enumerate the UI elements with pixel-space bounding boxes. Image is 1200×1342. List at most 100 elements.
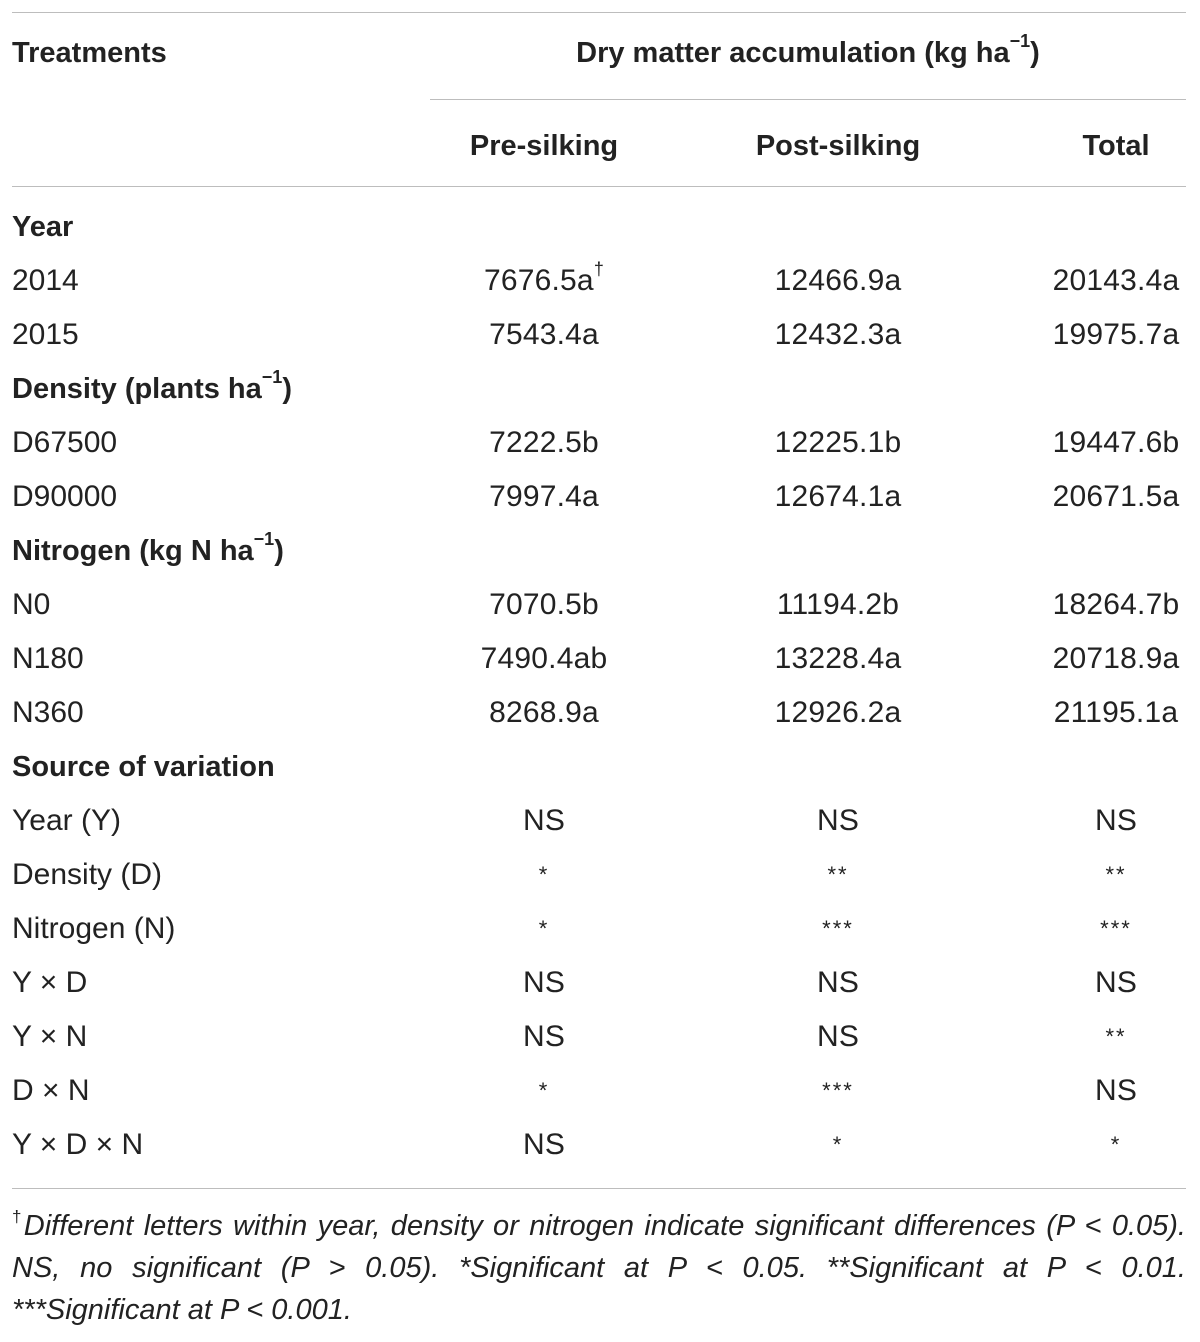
table-footnote: †Different letters within year, density … <box>12 1205 1186 1331</box>
cell-value: *** <box>1100 916 1132 941</box>
row-label: D90000 <box>12 480 118 513</box>
column-header-total: Total <box>1030 119 1200 173</box>
cell-value: 13228.4a <box>774 642 902 675</box>
cell-value: 7543.4a <box>489 318 599 351</box>
footnote-dagger: † <box>12 1207 24 1227</box>
table-cell: 20718.9a <box>1030 632 1200 686</box>
table-cell: 7676.5a† <box>430 254 658 308</box>
table-cell: 12466.9a <box>714 254 962 308</box>
cell-value: 19447.6b <box>1052 426 1180 459</box>
table-cell: 20671.5a <box>1030 470 1200 524</box>
cell-value: NS <box>522 966 566 999</box>
section-heading-close: ) <box>274 535 284 567</box>
column-header-post-silking: Post-silking <box>714 119 962 173</box>
table-cell: 8268.9a <box>430 686 658 740</box>
treatments-header: Treatments <box>12 26 167 80</box>
table-cell: 12225.1b <box>714 416 962 470</box>
table-cell: 12432.3a <box>714 308 962 362</box>
table-cell: ** <box>1030 848 1200 902</box>
cell-value: NS <box>1094 966 1138 999</box>
cell-value: 21195.1a <box>1053 696 1179 729</box>
section-heading-exponent: −1 <box>253 529 275 550</box>
table-cell: ** <box>714 848 962 902</box>
cell-value: *** <box>822 916 854 941</box>
row-label: Nitrogen (N) <box>12 912 176 945</box>
cell-value: * <box>832 1132 844 1157</box>
table-cell: * <box>430 848 658 902</box>
cell-value: 7222.5b <box>489 426 599 459</box>
row-label: Y × D × N <box>12 1128 144 1161</box>
table-bottom-rule <box>12 1188 1186 1189</box>
cell-value: NS <box>816 1020 860 1053</box>
table-cell: * <box>1030 1118 1200 1172</box>
table-cell: 19975.7a <box>1030 308 1200 362</box>
section-heading: Density (plants ha−1) <box>12 362 292 416</box>
table-cell: 12674.1a <box>714 470 962 524</box>
column-header-label: Post-silking <box>755 130 921 162</box>
cell-value: 7676.5a <box>483 264 594 297</box>
cell-value: 12926.2a <box>774 696 902 729</box>
group-rule <box>430 99 1186 100</box>
table-cell: ** <box>1030 1010 1200 1064</box>
cell-value: NS <box>816 966 860 999</box>
footnote-text: Different letters within year, density o… <box>12 1210 1186 1326</box>
treatments-header-label: Treatments <box>12 37 167 69</box>
table-cell: 7543.4a <box>430 308 658 362</box>
cell-footnote-mark: † <box>593 259 605 279</box>
row-label: Y × N <box>12 1020 88 1053</box>
row-label: Year (Y) <box>12 804 121 837</box>
cell-value: 20718.9a <box>1052 642 1180 675</box>
row-label: 2015 <box>12 318 79 351</box>
table-cell: 7070.5b <box>430 578 658 632</box>
column-header-label: Total <box>1082 130 1150 162</box>
row-label: N0 <box>12 588 51 621</box>
section-heading: Nitrogen (kg N ha−1) <box>12 524 284 578</box>
group-header-title: Dry matter accumulation (kg ha <box>576 37 1010 69</box>
table-cell: NS <box>714 1010 962 1064</box>
table-cell: NS <box>1030 1064 1200 1118</box>
cell-value: 20671.5a <box>1052 480 1180 513</box>
table-cell: 7490.4ab <box>430 632 658 686</box>
table-cell: 7222.5b <box>430 416 658 470</box>
table-cell: 12926.2a <box>714 686 962 740</box>
table-cell: 21195.1a <box>1030 686 1200 740</box>
row-label: Density (D) <box>12 858 163 891</box>
table-cell: NS <box>430 1010 658 1064</box>
table-cell: NS <box>714 956 962 1010</box>
cell-value: * <box>1110 1132 1122 1157</box>
section-heading-label: Density (plants ha <box>12 373 262 405</box>
table-cell: *** <box>714 1064 962 1118</box>
row-label: N360 <box>12 696 84 729</box>
cell-value: ** <box>1105 1024 1127 1049</box>
table-cell: 19447.6b <box>1030 416 1200 470</box>
top-rule <box>12 12 1186 13</box>
cell-value: 12432.3a <box>774 318 902 351</box>
header-bottom-rule <box>12 186 1186 187</box>
table-cell: *** <box>714 902 962 956</box>
table-cell: 7997.4a <box>430 470 658 524</box>
cell-value: 7070.5b <box>489 588 599 621</box>
dry-matter-group-header: Dry matter accumulation (kg ha−1) <box>430 26 1186 80</box>
cell-value: 19975.7a <box>1052 318 1180 351</box>
cell-value: * <box>538 1078 550 1103</box>
cell-value: 7490.4ab <box>480 642 608 675</box>
group-header-exponent: −1 <box>1009 31 1031 52</box>
cell-value: NS <box>522 804 566 837</box>
cell-value: 12674.1a <box>774 480 902 513</box>
row-label: D × N <box>12 1074 90 1107</box>
row-label: Y × D <box>12 966 88 999</box>
table-cell: *** <box>1030 902 1200 956</box>
cell-value: * <box>538 916 550 941</box>
cell-value: *** <box>822 1078 854 1103</box>
table-cell: * <box>714 1118 962 1172</box>
group-header-close: ) <box>1030 37 1040 69</box>
column-header-label: Pre-silking <box>469 130 619 162</box>
cell-value: 20143.4a <box>1052 264 1180 297</box>
cell-value: ** <box>827 862 849 887</box>
cell-value: ** <box>1105 862 1127 887</box>
cell-value: 11194.2b <box>776 588 900 621</box>
table-cell: 18264.7b <box>1030 578 1200 632</box>
cell-value: NS <box>1094 1074 1138 1107</box>
cell-value: NS <box>816 804 860 837</box>
